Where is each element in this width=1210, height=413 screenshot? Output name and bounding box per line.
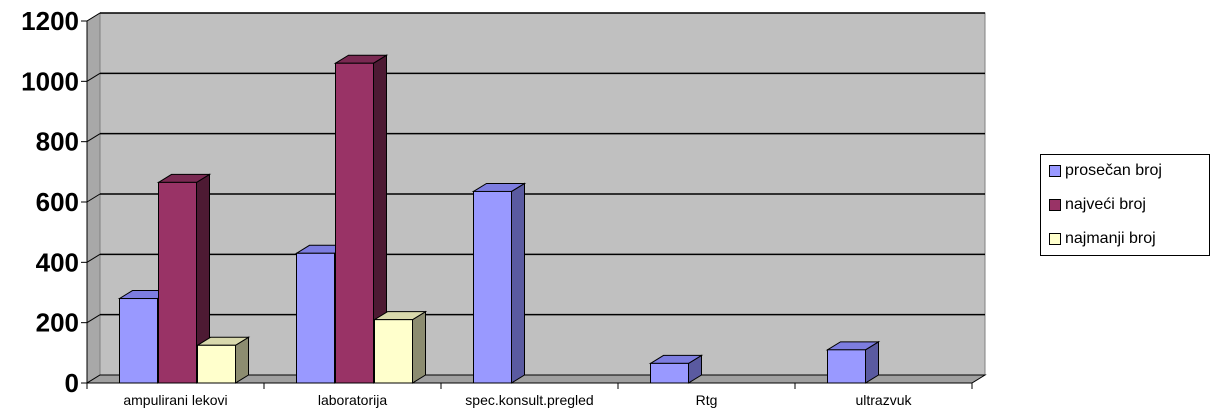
- gridline-side: [86, 314, 101, 324]
- bar-front: [335, 62, 374, 384]
- bar-front: [158, 181, 197, 384]
- gridline-side: [86, 133, 101, 143]
- legend-swatch: [1049, 199, 1061, 211]
- gridline-side: [86, 193, 101, 203]
- bar-front: [827, 349, 866, 384]
- bar-front: [473, 190, 512, 384]
- bar-front: [119, 298, 158, 384]
- legend-label: prosečan broj: [1065, 162, 1162, 179]
- y-tick-label: 600: [36, 187, 79, 217]
- legend: prosečan broj najveći broj najmanji broj: [1040, 154, 1210, 256]
- bar-side: [511, 182, 525, 384]
- x-tick-label: ampulirani lekovi: [123, 392, 227, 408]
- bar: [333, 54, 389, 384]
- x-tick-label: ultrazvuk: [855, 392, 912, 408]
- bar: [648, 354, 704, 384]
- legend-swatch: [1049, 165, 1061, 177]
- legend-item-najmanji: najmanji broj: [1049, 227, 1156, 251]
- y-tick-label: 1200: [21, 6, 79, 36]
- y-tick-label: 800: [36, 127, 79, 157]
- gridline-side: [86, 253, 101, 263]
- legend-swatch: [1049, 233, 1061, 245]
- bar-side: [412, 310, 426, 384]
- gridlines: [86, 12, 985, 324]
- y-tick-label: 0: [65, 368, 79, 398]
- bar: [825, 340, 881, 384]
- y-tick-label: 200: [36, 308, 79, 338]
- x-tick-label: Rtg: [696, 392, 718, 408]
- y-tick-label: 400: [36, 247, 79, 277]
- gridline-side: [86, 72, 101, 82]
- legend-item-najveci: najveći broj: [1049, 193, 1146, 217]
- legend-label: najmanji broj: [1065, 230, 1156, 247]
- bar-front: [374, 319, 413, 384]
- bars: [117, 54, 881, 384]
- gridline-side: [86, 12, 101, 22]
- x-tick-label: spec.konsult.pregled: [465, 392, 593, 408]
- bar-front: [197, 344, 236, 384]
- x-tick-label: laboratorija: [318, 392, 387, 408]
- bar-front: [296, 252, 335, 384]
- legend-item-prosecan: prosečan broj: [1049, 159, 1162, 183]
- y-axis: 0 200 400 600 800 1000 1200: [21, 6, 88, 398]
- bar: [195, 336, 251, 384]
- bar-front: [650, 362, 689, 384]
- legend-label: najveći broj: [1065, 196, 1146, 213]
- x-axis: ampulirani lekovi laboratorija spec.konsul…: [86, 382, 973, 408]
- bar: [471, 182, 527, 384]
- bar: [372, 310, 428, 384]
- y-tick-label: 1000: [21, 66, 79, 96]
